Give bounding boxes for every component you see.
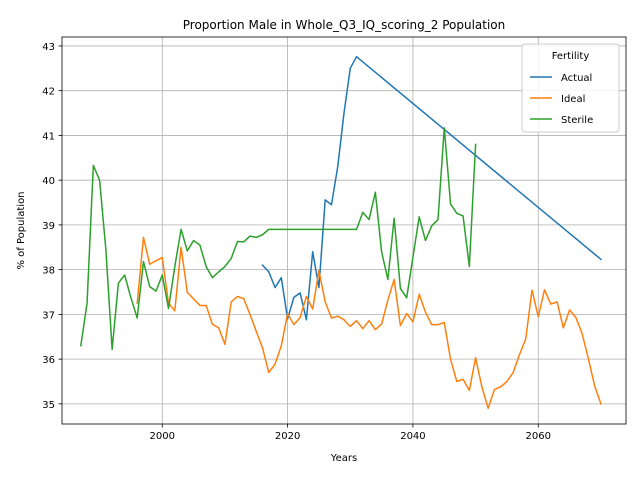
x-tick-label: 2020 [275,431,300,442]
y-tick-label: 42 [42,87,55,98]
legend-label-actual: Actual [561,73,592,84]
y-axis-label: % of Population [16,191,27,269]
legend-label-sterile: Sterile [561,115,593,126]
chart-title: Proportion Male in Whole_Q3_IQ_scoring_2… [183,18,506,32]
y-tick-label: 37 [42,310,55,321]
legend-items: Actual Ideal Sterile [530,73,593,126]
series-group [79,55,602,410]
y-tick-label: 43 [42,42,55,53]
grid [62,37,626,424]
legend: Fertility Actual Ideal Sterile [521,43,620,133]
y-tick-label: 38 [42,266,55,277]
y-tick-label: 41 [42,131,55,142]
legend-box [521,43,620,133]
x-tick-label: 2060 [526,431,551,442]
y-axis-ticks: 35 36 37 38 39 40 41 42 43 [42,42,62,411]
x-tick-label: 2000 [150,431,175,442]
y-tick-label: 36 [42,355,55,366]
y-tick-label: 35 [42,400,55,411]
legend-label-ideal: Ideal [561,94,585,105]
legend-title: Fertility [552,51,590,62]
series-line-actual [261,55,602,321]
x-axis-ticks: 2000 2020 2040 2060 [150,424,551,442]
y-tick-label: 39 [42,221,55,232]
x-axis-label: Years [330,453,357,464]
plot-area-frame [61,36,627,425]
series-line-sterile [79,127,477,351]
y-tick-label: 40 [42,176,55,187]
series-line-ideal [136,236,602,410]
x-tick-label: 2040 [400,431,425,442]
